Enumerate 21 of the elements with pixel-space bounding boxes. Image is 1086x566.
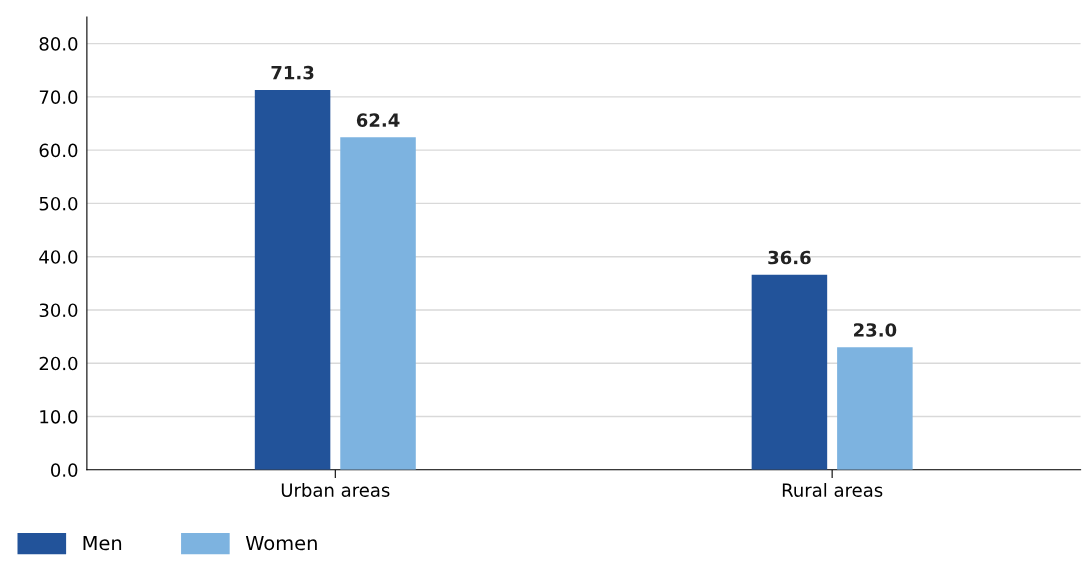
y-tick-label: 30.0: [39, 303, 78, 318]
y-tick-label: 40.0: [39, 250, 78, 264]
y-tick-label: 50.0: [39, 196, 78, 211]
y-tick-label: 70.0: [39, 90, 78, 104]
legend-label: Men: [83, 535, 122, 551]
bar: [340, 137, 416, 470]
y-tick-label: 60.0: [39, 143, 78, 158]
x-tick-label: Rural areas: [782, 482, 883, 497]
bar: [837, 347, 913, 470]
legend-label: Women: [245, 535, 317, 551]
y-tick-label: 80.0: [39, 37, 78, 51]
data-label: 23.0: [854, 323, 897, 337]
y-tick-label: 10.0: [40, 409, 78, 424]
bar: [751, 274, 828, 470]
y-tick-label: 0.0: [51, 463, 78, 477]
bar: [254, 89, 331, 470]
x-tick-label: Urban areas: [281, 482, 390, 497]
data-label: 71.3: [271, 65, 314, 80]
data-label: 62.4: [356, 113, 400, 127]
y-tick-label: 20.0: [39, 356, 78, 371]
data-label: 36.6: [768, 250, 811, 265]
